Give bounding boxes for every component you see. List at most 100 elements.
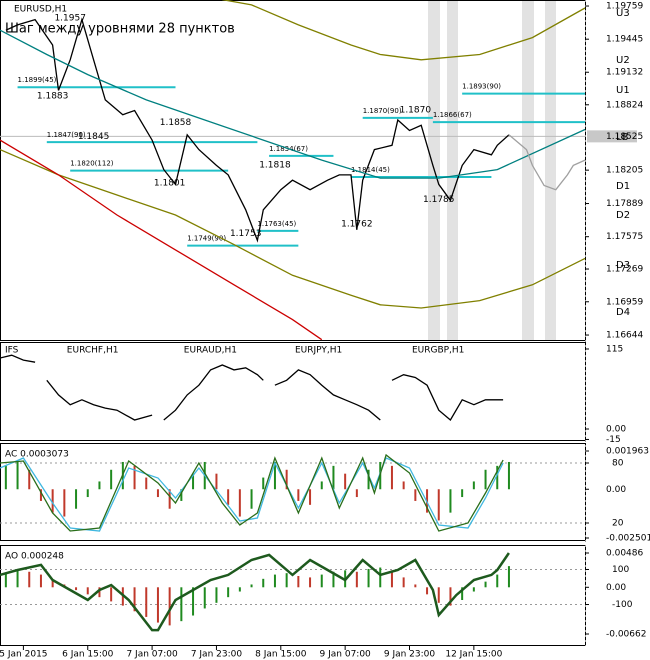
histogram-bar	[75, 587, 78, 591]
histogram-bar	[86, 489, 89, 498]
histogram-bar	[355, 571, 358, 588]
y-tick-label: 0.001963	[606, 446, 649, 456]
histogram-bar	[4, 465, 7, 490]
y2-tick-label: 20	[612, 519, 624, 529]
series-line	[274, 369, 381, 421]
histogram-bar	[250, 584, 253, 588]
histogram-bar	[63, 489, 66, 517]
y-tick-label: 0.00	[606, 485, 626, 495]
histogram-bar	[449, 489, 452, 513]
price-annotation: 1.1957	[54, 13, 86, 23]
histogram-bar	[472, 587, 475, 592]
band	[545, 1, 556, 340]
histogram-bar	[110, 469, 113, 490]
y-tick-label: 1.17575	[606, 232, 643, 242]
y-tick-label: -0.002501	[606, 533, 650, 543]
x-tick-label: 7 Jan 23:00	[191, 650, 243, 660]
histogram-bar	[215, 587, 218, 603]
series-label: EURAUD,H1	[184, 346, 237, 356]
histogram-bar	[51, 580, 54, 588]
histogram-bar	[86, 587, 89, 595]
series-line	[0, 457, 504, 532]
y-tick-label: 1.18205	[606, 166, 643, 176]
histogram-bar	[297, 576, 300, 588]
series-line	[163, 364, 264, 421]
y-tick-label: 1.16959	[606, 297, 643, 307]
histogram-bar	[168, 587, 171, 626]
histogram-bar	[39, 489, 42, 501]
y2-tick-label: -100	[612, 600, 633, 610]
pane-title: IFS	[5, 346, 19, 356]
band	[522, 1, 534, 340]
price-annotation: 1.1883	[37, 92, 69, 102]
series-label: EURGBP,H1	[412, 346, 464, 356]
zone-label: U1	[616, 85, 630, 96]
series-line	[5, 17, 510, 243]
price-annotation: 1.1785	[423, 195, 455, 205]
histogram-bar	[192, 473, 195, 490]
y-tick-label: 1.19759	[606, 2, 643, 12]
histogram-bar	[4, 573, 7, 588]
series-line	[0, 139, 323, 341]
zone-label: D2	[616, 210, 630, 221]
y-tick-label: 115	[606, 344, 623, 354]
histogram-bar	[203, 587, 206, 609]
x-tick-label: 12 Jan 15:00	[445, 650, 502, 660]
level-label: 1.1749(90)	[187, 235, 226, 243]
histogram-bar	[484, 469, 487, 490]
histogram-bar	[156, 587, 159, 623]
histogram-bar	[507, 566, 510, 588]
histogram-bar	[238, 587, 241, 592]
level-label: 1.1899(45)	[18, 76, 57, 84]
histogram-bar	[332, 571, 335, 588]
histogram-bar	[16, 569, 19, 588]
price-annotation: 1.1845	[78, 132, 110, 142]
histogram-bar	[332, 465, 335, 490]
series-label: EURCHF,H1	[67, 346, 119, 356]
series-line	[391, 374, 504, 421]
histogram-bar	[262, 477, 265, 490]
x-tick-label: 9 Jan 07:00	[320, 650, 372, 660]
band	[447, 1, 458, 340]
histogram-bar	[156, 489, 159, 498]
y-tick-label: -15	[606, 435, 621, 445]
zone-label: D1	[616, 181, 630, 192]
y-tick-label: 0.00	[606, 583, 626, 593]
histogram-bar	[75, 489, 78, 509]
histogram-bar	[402, 481, 405, 490]
price-annotation: 1.1801	[154, 178, 186, 188]
x-tick-label: 6 Jan 15:00	[62, 650, 114, 660]
histogram-bar	[227, 489, 230, 505]
histogram-bar	[133, 465, 136, 490]
histogram-bar	[145, 477, 148, 490]
level-label: 1.1814(45)	[351, 166, 390, 174]
current-price-label: 1.18525	[606, 132, 643, 142]
x-tick-label: 5 Jan 2015	[0, 650, 48, 660]
histogram-bar	[426, 587, 429, 595]
histogram-bar	[367, 469, 370, 490]
level-label: 1.1763(45)	[257, 220, 296, 228]
histogram-bar	[402, 577, 405, 588]
zone-label: LB	[616, 132, 629, 143]
histogram-bar	[355, 489, 358, 498]
histogram-bar	[320, 481, 323, 490]
histogram-bar	[496, 574, 499, 588]
histogram-bar	[414, 584, 417, 588]
histogram-bar	[379, 567, 382, 588]
histogram-bar	[344, 473, 347, 490]
price-annotation: 1.1818	[259, 160, 291, 170]
histogram-bar	[192, 587, 195, 616]
histogram-bar	[507, 461, 510, 490]
histogram-bar	[98, 481, 101, 490]
histogram-bar	[285, 573, 288, 588]
histogram-bar	[133, 587, 136, 612]
histogram-bar	[461, 587, 464, 600]
y-tick-label: 1.19445	[606, 35, 643, 45]
x-tick-label: 9 Jan 23:00	[384, 650, 436, 660]
histogram-bar	[309, 489, 312, 505]
series-line	[508, 134, 586, 191]
histogram-bar	[484, 581, 487, 588]
histogram-bar	[437, 587, 440, 603]
